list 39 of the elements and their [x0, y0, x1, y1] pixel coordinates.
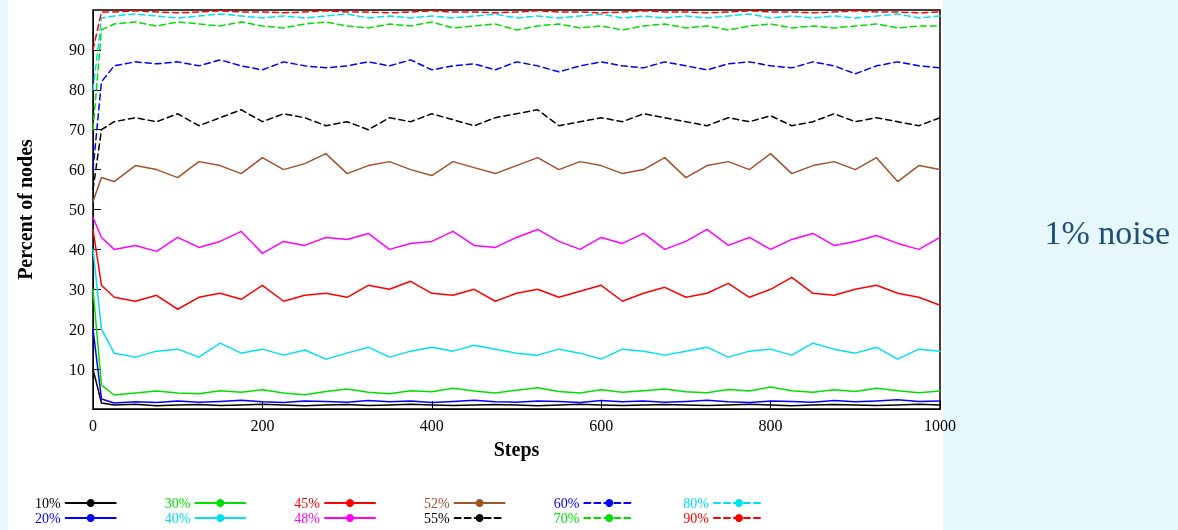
line-series	[92, 13, 941, 91]
line-series	[92, 10, 941, 51]
x-tick-label: 400	[419, 416, 444, 434]
x-tick-label: 800	[758, 416, 783, 434]
legend-label: 10%	[34, 495, 61, 511]
line-series	[92, 152, 941, 203]
x-axis-title: Steps	[493, 438, 540, 461]
legend-label: 40%	[164, 510, 191, 526]
line-series	[92, 59, 941, 171]
y-tick-label: 20	[69, 320, 85, 338]
line-series	[92, 228, 941, 310]
line-series	[92, 288, 941, 396]
text: 1% noise	[1044, 213, 1170, 251]
y-tick-label: 90	[69, 41, 85, 59]
legend-label: 30%	[164, 495, 191, 511]
legend-label: 90%	[683, 510, 710, 526]
y-tick-label: 30	[69, 280, 85, 298]
legend-label: 70%	[553, 510, 580, 526]
x-tick-label: 0	[89, 416, 97, 434]
legend-label: 52%	[423, 495, 450, 511]
legend-label: 80%	[683, 495, 710, 511]
y-tick-label: 70	[69, 121, 85, 139]
line-series	[92, 216, 941, 255]
y-tick-label: 50	[69, 201, 85, 218]
legend-label: 48%	[294, 510, 321, 526]
x-tick-label: 600	[589, 416, 614, 434]
legend-label: 60%	[553, 495, 580, 511]
line-series	[92, 328, 941, 404]
y-axis-title: Percent of nodes	[14, 138, 36, 280]
legend-label: 45%	[294, 495, 321, 511]
y-tick-label: 10	[69, 360, 85, 378]
x-tick-label: 1000	[924, 416, 956, 434]
y-tick-label: 60	[69, 161, 85, 179]
y-tick-label: 40	[69, 240, 85, 258]
x-tick-label: 200	[250, 416, 275, 434]
line-series	[92, 248, 941, 360]
legend-label: 55%	[423, 510, 450, 526]
y-tick-label: 80	[69, 81, 85, 99]
legend-label: 20%	[34, 510, 61, 526]
